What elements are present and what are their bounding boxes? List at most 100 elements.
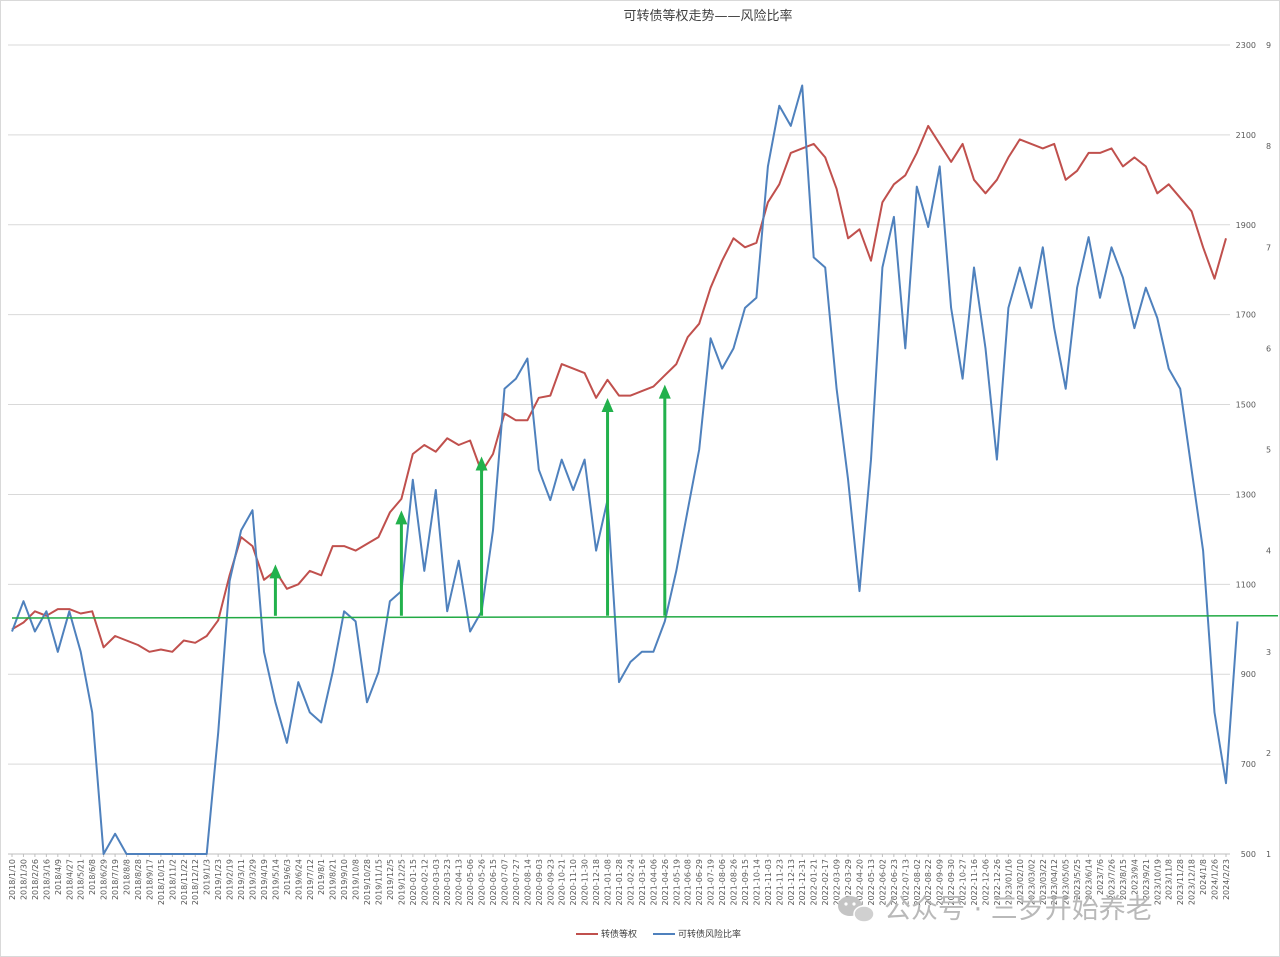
arrow-head [269, 564, 282, 579]
x-tick-label: 2022-05-13 [867, 859, 876, 906]
x-tick-label: 2018/10/15 [157, 859, 166, 905]
x-tick-label: 2018/5/21 [77, 859, 86, 900]
x-tick-label: 2019/1/3 [203, 859, 212, 895]
x-tick-label: 2022-03-29 [844, 859, 853, 906]
series-lines [11, 84, 1239, 855]
x-tick-label: 2021-01-08 [604, 859, 613, 906]
x-tick-label: 2020-07-07 [500, 859, 509, 906]
watermark-text: 公众号 · 三岁开始养老 [884, 894, 1153, 925]
x-tick-label: 2024/1/8 [1199, 859, 1208, 895]
x-tick-label: 2020-02-12 [420, 859, 429, 906]
x-tick-label: 2021-07-19 [707, 859, 716, 906]
x-tick-label: 2022-09-30 [947, 859, 956, 906]
y-right-tick-label: 1 [1266, 850, 1271, 859]
x-tick-label: 2018/6/8 [88, 859, 97, 895]
x-tick-label: 2023/04/12 [1050, 859, 1059, 905]
x-tick-label: 2021-11-03 [764, 859, 773, 906]
x-tick-label: 2018/1/30 [19, 859, 28, 900]
y-right-tick-label: 4 [1266, 547, 1271, 556]
arrow-head [475, 456, 488, 471]
x-tick-label: 2023/11/8 [1165, 859, 1174, 900]
x-tick-label: 2021-03-16 [638, 859, 647, 906]
x-tick-label: 2020-05-06 [466, 859, 475, 906]
x-tick-label: 2019/6/3 [283, 859, 292, 895]
y-left-tick-label: 1900 [1236, 221, 1256, 230]
x-tick-label: 2020-11-30 [581, 859, 590, 906]
x-tick-label: 2019/9/10 [340, 859, 349, 900]
x-tick-label: 2023/7/26 [1107, 859, 1116, 900]
x-tick-label: 2019/12/25 [397, 859, 406, 905]
x-tick-label: 2022-12-06 [981, 859, 990, 906]
y-left-tick-label: 900 [1241, 670, 1256, 679]
x-tick-label: 2020-09-03 [535, 859, 544, 906]
x-tick-label: 2024/1/26 [1211, 859, 1220, 900]
y-right-tick-label: 9 [1266, 41, 1271, 50]
x-tick-label: 2019/6/24 [294, 859, 303, 900]
x-tick-label: 2023/02/10 [1016, 859, 1025, 905]
x-tick-label: 2021-12-31 [798, 859, 807, 906]
gridlines [8, 44, 1230, 855]
chart-title: 可转债等权走势——风险比率 [623, 8, 792, 24]
x-tick-label: 2019/2/19 [226, 859, 235, 900]
x-tick-label: 2023/05/05 [1062, 859, 1071, 905]
x-tick-label: 2019/8/21 [329, 859, 338, 900]
x-tick-label: 2020-05-26 [478, 859, 487, 906]
x-tick-label: 2018/2/26 [31, 859, 40, 900]
x-tick-label: 2019/5/14 [271, 859, 280, 900]
x-tick-label: 2021-06-08 [684, 859, 693, 906]
x-tick-label: 2019/4/19 [260, 859, 269, 900]
arrow-head [601, 398, 614, 413]
watermark: 公众号 · 三岁开始养老 [838, 894, 1153, 925]
x-tick-label: 2019/1/23 [214, 859, 223, 900]
x-tick-label: 2022-06-23 [890, 859, 899, 906]
y-left-tick-label: 1100 [1236, 580, 1256, 589]
legend-label-red: 转债等权 [601, 928, 637, 940]
x-tick-label: 2020-07-27 [512, 859, 521, 906]
x-tick-label: 2020-06-15 [489, 859, 498, 906]
x-tick-label: 2018/4/27 [65, 859, 74, 900]
x-tick-label: 2023/6/14 [1085, 859, 1094, 900]
x-tick-label: 2023/9/4 [1130, 859, 1139, 895]
arrow-head [395, 510, 408, 525]
y-axis-left: 500 700 900 1100 1300 1500 1700 1900 2100 2300 [1236, 41, 1256, 859]
x-tick-label: 2018/4/9 [54, 859, 63, 895]
x-tick-label: 2023/5/25 [1073, 859, 1082, 900]
x-tick-label: 2023/11/28 [1176, 859, 1185, 905]
x-tick-label: 2019/3/29 [249, 859, 258, 900]
x-tick-label: 2019/10/28 [363, 859, 372, 905]
x-tick-label: 2022-08-02 [913, 859, 922, 906]
x-tick-label: 2019/11/15 [374, 859, 383, 905]
x-tick-label: 2022-08-22 [924, 859, 933, 906]
x-tick-label: 2020-11-10 [569, 859, 578, 906]
x-tick-label: 2023/10/19 [1153, 859, 1162, 905]
x-tick-label: 2021-08-26 [730, 859, 739, 906]
x-tick-label: 2018/11/22 [180, 859, 189, 905]
y-right-tick-label: 5 [1266, 446, 1271, 455]
x-tick-label: 2019/8/1 [317, 859, 326, 895]
x-tick-label: 2020-03-23 [443, 859, 452, 906]
x-tick-label: 2021-01-28 [615, 859, 624, 906]
series-line-equal-weight [11, 124, 1227, 653]
x-tick-label: 2022-06-02 [878, 859, 887, 906]
y-left-tick-label: 1700 [1236, 311, 1256, 320]
arrow-head [658, 384, 671, 399]
x-tick-label: 2019/12/5 [386, 859, 395, 900]
x-tick-label: 2018/6/29 [100, 859, 109, 900]
y-left-tick-label: 500 [1241, 850, 1256, 859]
wechat-icon [838, 896, 875, 923]
y-left-tick-label: 1500 [1236, 401, 1256, 410]
y-left-tick-label: 700 [1241, 760, 1256, 769]
x-tick-label: 2021-05-19 [672, 859, 681, 906]
x-tick-label: 2021-12-13 [787, 859, 796, 906]
y-right-tick-label: 6 [1266, 344, 1271, 353]
x-tick-label: 2021-08-06 [718, 859, 727, 906]
x-tick-label: 2021-02-24 [626, 859, 635, 906]
x-tick-label: 2018/7/19 [111, 859, 120, 900]
x-tick-label: 2020-10-21 [558, 859, 567, 906]
x-tick-label: 2022-09-09 [936, 859, 945, 906]
x-tick-label: 2019/3/11 [237, 859, 246, 900]
legend-label-blue: 可转债风险比率 [678, 928, 741, 940]
annotations [11, 384, 1279, 619]
